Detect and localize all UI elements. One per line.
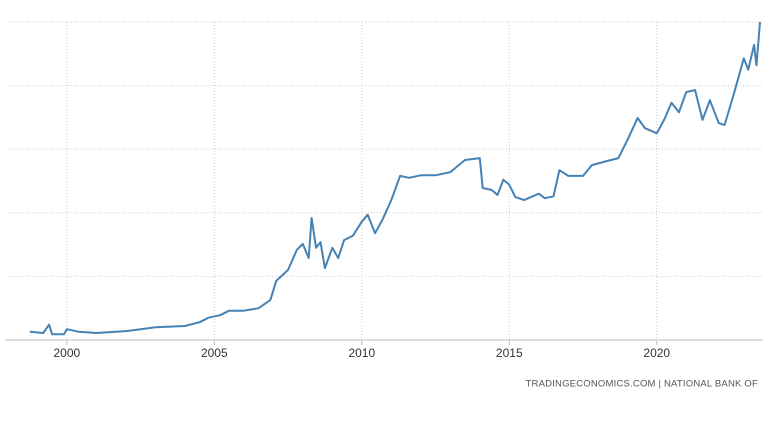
x-tick-label: 2020 [643, 346, 670, 360]
x-tick-label: 2010 [348, 346, 375, 360]
x-tick-label: 2005 [201, 346, 228, 360]
source: TRADINGECONOMICS.COM | NATIONAL BANK OF [526, 379, 758, 390]
x-tick-label: 2015 [496, 346, 523, 360]
data-line [29, 21, 761, 336]
x-tick-label: 2000 [53, 346, 80, 360]
